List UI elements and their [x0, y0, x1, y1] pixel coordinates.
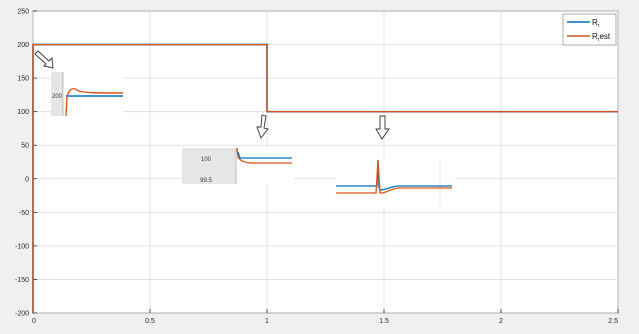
callout-arrow-2 [256, 114, 269, 139]
inset-1-tick-label: 200 [52, 94, 63, 100]
arrow-icon [34, 50, 54, 69]
inset-1-axis-strip [51, 72, 63, 116]
inset-2-tick-label-bottom: 99.5 [200, 178, 212, 184]
y-tick-label: 150 [17, 76, 29, 83]
inset-2-reference-line [237, 151, 292, 159]
x-tick-label: 2 [499, 318, 503, 325]
inset-2-axis-strip [182, 148, 236, 184]
y-tick-label: -50 [19, 210, 29, 217]
inset-3-box [335, 158, 455, 208]
legend-label-2: Rrest [592, 32, 611, 43]
axis-ticks: 0 0.5 1 1.5 2 2.5 -200 -150 -100 -50 0 50 100 150 200 2… [15, 9, 619, 325]
series-line-2 [32, 43, 618, 313]
y-tick-label: -100 [15, 243, 29, 250]
inset-2-estimate-curve [236, 147, 292, 164]
inset-2: 100 99.5 [182, 147, 294, 184]
plot-area [32, 10, 619, 314]
inset-3-estimate-curve [336, 159, 452, 194]
x-tick-label: 2.5 [608, 318, 618, 325]
y-tick-label: -200 [15, 311, 29, 318]
inset-2-tick-label-top: 100 [201, 157, 212, 163]
y-tick-label: -150 [15, 277, 29, 284]
legend-box [562, 13, 617, 46]
series-layer [32, 43, 618, 313]
x-tick-label: 1.5 [379, 318, 389, 325]
x-tick-label: 0 [32, 318, 36, 325]
x-tick-label: 1 [265, 318, 269, 325]
y-tick-label: 250 [17, 9, 29, 16]
legend: Rr Rrest [562, 13, 617, 46]
y-tick-label: 200 [17, 42, 29, 49]
arrow-icon [256, 114, 269, 139]
y-tick-label: 0 [25, 176, 29, 183]
callout-arrow-1 [34, 50, 54, 69]
y-tick-label: 100 [17, 109, 29, 116]
legend-label-1: Rr [592, 18, 600, 29]
inset-3 [335, 158, 455, 208]
inset-1-estimate-curve [65, 87, 124, 117]
arrow-icon [375, 115, 390, 140]
y-tick-label: 50 [21, 143, 29, 150]
x-tick-label: 0.5 [145, 318, 155, 325]
inset-1: 200 [51, 72, 124, 117]
callout-arrow-3 [375, 115, 390, 140]
